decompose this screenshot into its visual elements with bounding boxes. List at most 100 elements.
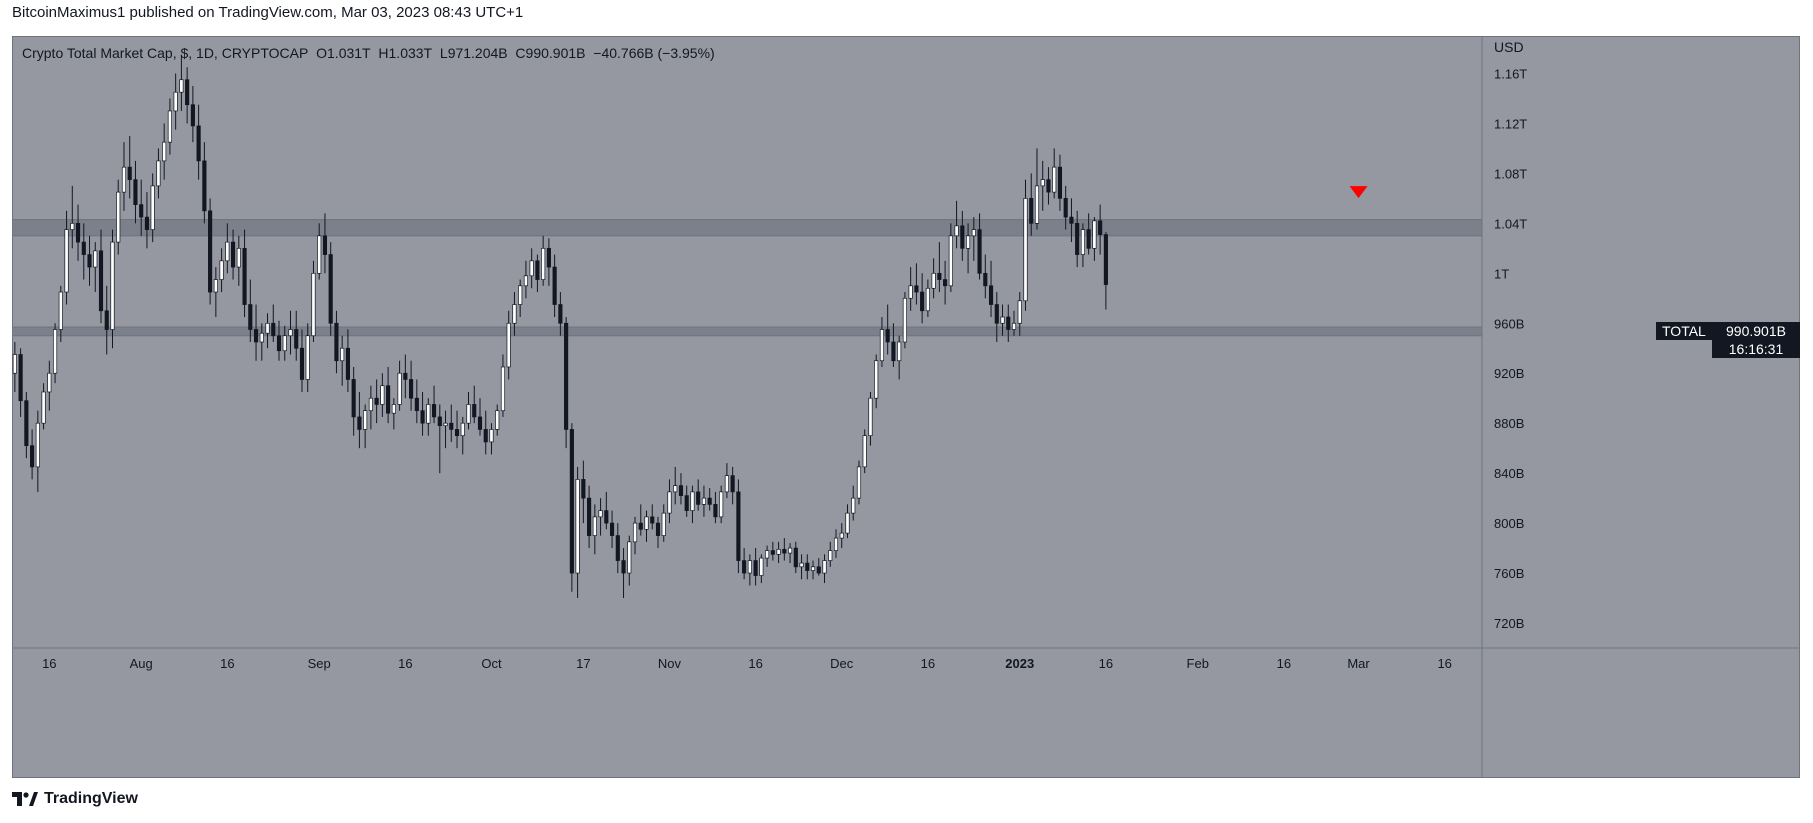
candle[interactable]	[156, 148, 161, 199]
candle[interactable]	[856, 460, 862, 505]
candle[interactable]	[397, 360, 402, 411]
candle[interactable]	[420, 391, 425, 436]
candle[interactable]	[587, 485, 592, 549]
candle[interactable]	[810, 560, 816, 580]
candle[interactable]	[248, 279, 253, 342]
candle[interactable]	[518, 279, 523, 318]
candle[interactable]	[713, 491, 718, 524]
candle[interactable]	[345, 329, 350, 392]
candle[interactable]	[466, 391, 471, 430]
candle[interactable]	[845, 504, 850, 539]
candle[interactable]	[994, 292, 999, 342]
footer-brand[interactable]: TradingView	[44, 790, 138, 807]
candle[interactable]	[202, 142, 207, 224]
candle[interactable]	[719, 485, 724, 524]
candle[interactable]	[173, 73, 178, 130]
candle[interactable]	[1069, 198, 1074, 243]
candle[interactable]	[500, 354, 506, 417]
candle[interactable]	[276, 320, 282, 361]
candle[interactable]	[638, 504, 643, 536]
candle[interactable]	[598, 498, 603, 536]
candle[interactable]	[977, 213, 982, 280]
candle[interactable]	[340, 335, 345, 386]
candle[interactable]	[236, 235, 241, 286]
candle[interactable]	[414, 379, 419, 424]
candle[interactable]	[770, 541, 775, 561]
candle[interactable]	[437, 404, 442, 474]
candle[interactable]	[386, 366, 391, 424]
candle[interactable]	[167, 98, 172, 155]
candle[interactable]	[87, 235, 92, 286]
author-name[interactable]: BitcoinMaximus1	[12, 4, 126, 21]
candle[interactable]	[253, 304, 259, 361]
candle[interactable]	[1034, 148, 1040, 230]
candle[interactable]	[592, 504, 597, 555]
candle[interactable]	[966, 223, 971, 274]
candle[interactable]	[242, 229, 247, 318]
candle[interactable]	[948, 223, 953, 293]
candle[interactable]	[454, 410, 460, 449]
candle[interactable]	[374, 379, 379, 424]
candle[interactable]	[12, 342, 17, 392]
candle[interactable]	[351, 366, 356, 436]
candle[interactable]	[489, 423, 494, 455]
candle[interactable]	[1052, 148, 1057, 199]
candle[interactable]	[208, 198, 213, 305]
candle[interactable]	[971, 217, 976, 261]
candle[interactable]	[523, 260, 528, 299]
candle[interactable]	[185, 67, 190, 124]
candle[interactable]	[127, 135, 132, 199]
candle[interactable]	[902, 292, 907, 349]
candle[interactable]	[93, 242, 98, 293]
candle[interactable]	[75, 204, 81, 261]
candle[interactable]	[357, 391, 362, 449]
candle[interactable]	[426, 398, 431, 436]
candle[interactable]	[943, 260, 948, 305]
candle[interactable]	[294, 310, 299, 361]
candle[interactable]	[575, 466, 580, 599]
candle[interactable]	[661, 504, 666, 542]
candle[interactable]	[64, 210, 69, 305]
candle[interactable]	[391, 398, 396, 430]
candle[interactable]	[885, 304, 890, 355]
candle[interactable]	[47, 360, 52, 411]
candle[interactable]	[449, 404, 454, 442]
candle[interactable]	[110, 229, 115, 349]
candle[interactable]	[409, 360, 414, 411]
candle[interactable]	[914, 263, 919, 305]
candle[interactable]	[271, 304, 276, 342]
candle[interactable]	[627, 535, 632, 586]
candle[interactable]	[512, 292, 517, 336]
candle[interactable]	[282, 325, 287, 361]
candle[interactable]	[368, 385, 373, 430]
candle[interactable]	[1098, 204, 1103, 255]
candle[interactable]	[1075, 210, 1080, 268]
candle[interactable]	[558, 292, 563, 336]
candle[interactable]	[765, 545, 770, 567]
candle[interactable]	[690, 485, 695, 524]
candle[interactable]	[621, 548, 626, 599]
candle[interactable]	[747, 554, 752, 586]
candle[interactable]	[1046, 167, 1051, 205]
candle[interactable]	[1092, 217, 1097, 261]
candle[interactable]	[604, 491, 609, 530]
candle[interactable]	[983, 254, 988, 299]
candle[interactable]	[133, 160, 138, 224]
candle[interactable]	[431, 385, 437, 424]
candle[interactable]	[828, 541, 833, 567]
candle[interactable]	[311, 260, 316, 342]
candle[interactable]	[52, 323, 58, 384]
candle[interactable]	[874, 354, 879, 409]
candle[interactable]	[363, 404, 368, 449]
candle[interactable]	[931, 258, 936, 299]
candle[interactable]	[1017, 292, 1022, 336]
candle[interactable]	[213, 267, 218, 318]
candle[interactable]	[299, 329, 305, 392]
candle[interactable]	[483, 410, 488, 455]
candle[interactable]	[116, 179, 121, 255]
candle[interactable]	[460, 416, 465, 455]
candle[interactable]	[18, 348, 23, 417]
candle[interactable]	[150, 173, 155, 243]
candle[interactable]	[897, 335, 902, 380]
candle[interactable]	[541, 235, 546, 286]
